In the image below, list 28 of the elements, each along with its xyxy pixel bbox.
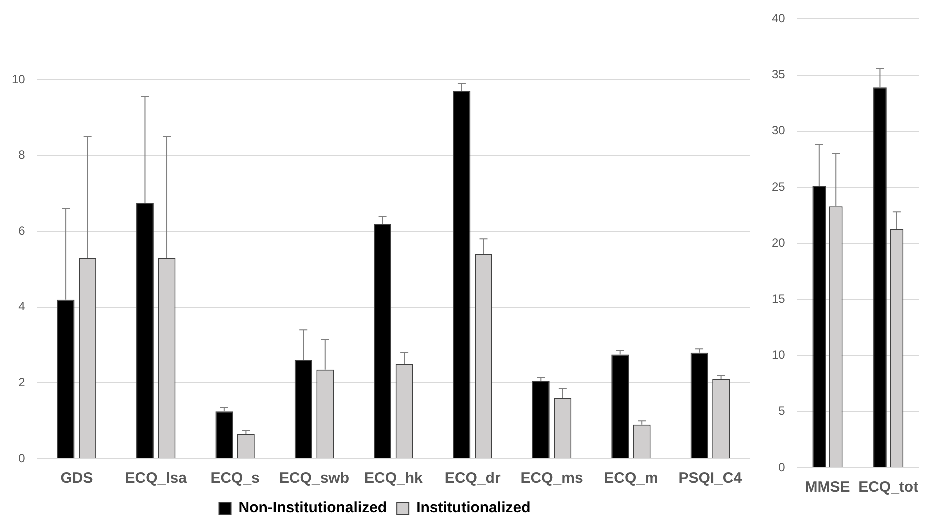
y-tick-label: 0 xyxy=(778,460,786,474)
y-tick-label: 15 xyxy=(772,292,786,306)
y-tick-label: 10 xyxy=(772,348,786,362)
legend-label: Institutionalized xyxy=(416,500,531,517)
y-tick-label: 6 xyxy=(18,224,26,238)
y-tick-label: 20 xyxy=(772,236,786,250)
x-tick-label: GDS xyxy=(60,470,94,488)
y-tick-label: 10 xyxy=(12,72,26,86)
y-tick-label: 5 xyxy=(778,404,786,418)
y-tick-label: 0 xyxy=(18,451,26,466)
x-tick-label: ECQ_hk xyxy=(364,470,424,488)
x-tick-label: ECQ_lsa xyxy=(125,470,188,488)
x-tick-label: PSQI_C4 xyxy=(678,470,743,488)
y-tick-label: 8 xyxy=(18,148,26,162)
y-tick-label: 35 xyxy=(772,68,786,82)
y-tick-label: 40 xyxy=(772,12,786,26)
y-tick-label: 4 xyxy=(18,300,26,314)
y-tick-label: 2 xyxy=(18,376,26,390)
legend-label: Non-Institutionalized xyxy=(238,500,388,517)
y-tick-label: 25 xyxy=(772,180,786,194)
x-tick-label: ECQ_tot xyxy=(858,479,919,496)
y-tick-label: 30 xyxy=(772,124,786,138)
x-tick-label: ECQ_s xyxy=(210,470,260,488)
x-tick-label: ECQ_m xyxy=(604,470,658,488)
x-tick-label: ECQ_dr xyxy=(444,470,501,488)
x-tick-label: ECQ_ms xyxy=(520,470,584,488)
x-tick-label: ECQ_swb xyxy=(279,470,350,488)
x-tick-label: MMSE xyxy=(805,479,850,496)
